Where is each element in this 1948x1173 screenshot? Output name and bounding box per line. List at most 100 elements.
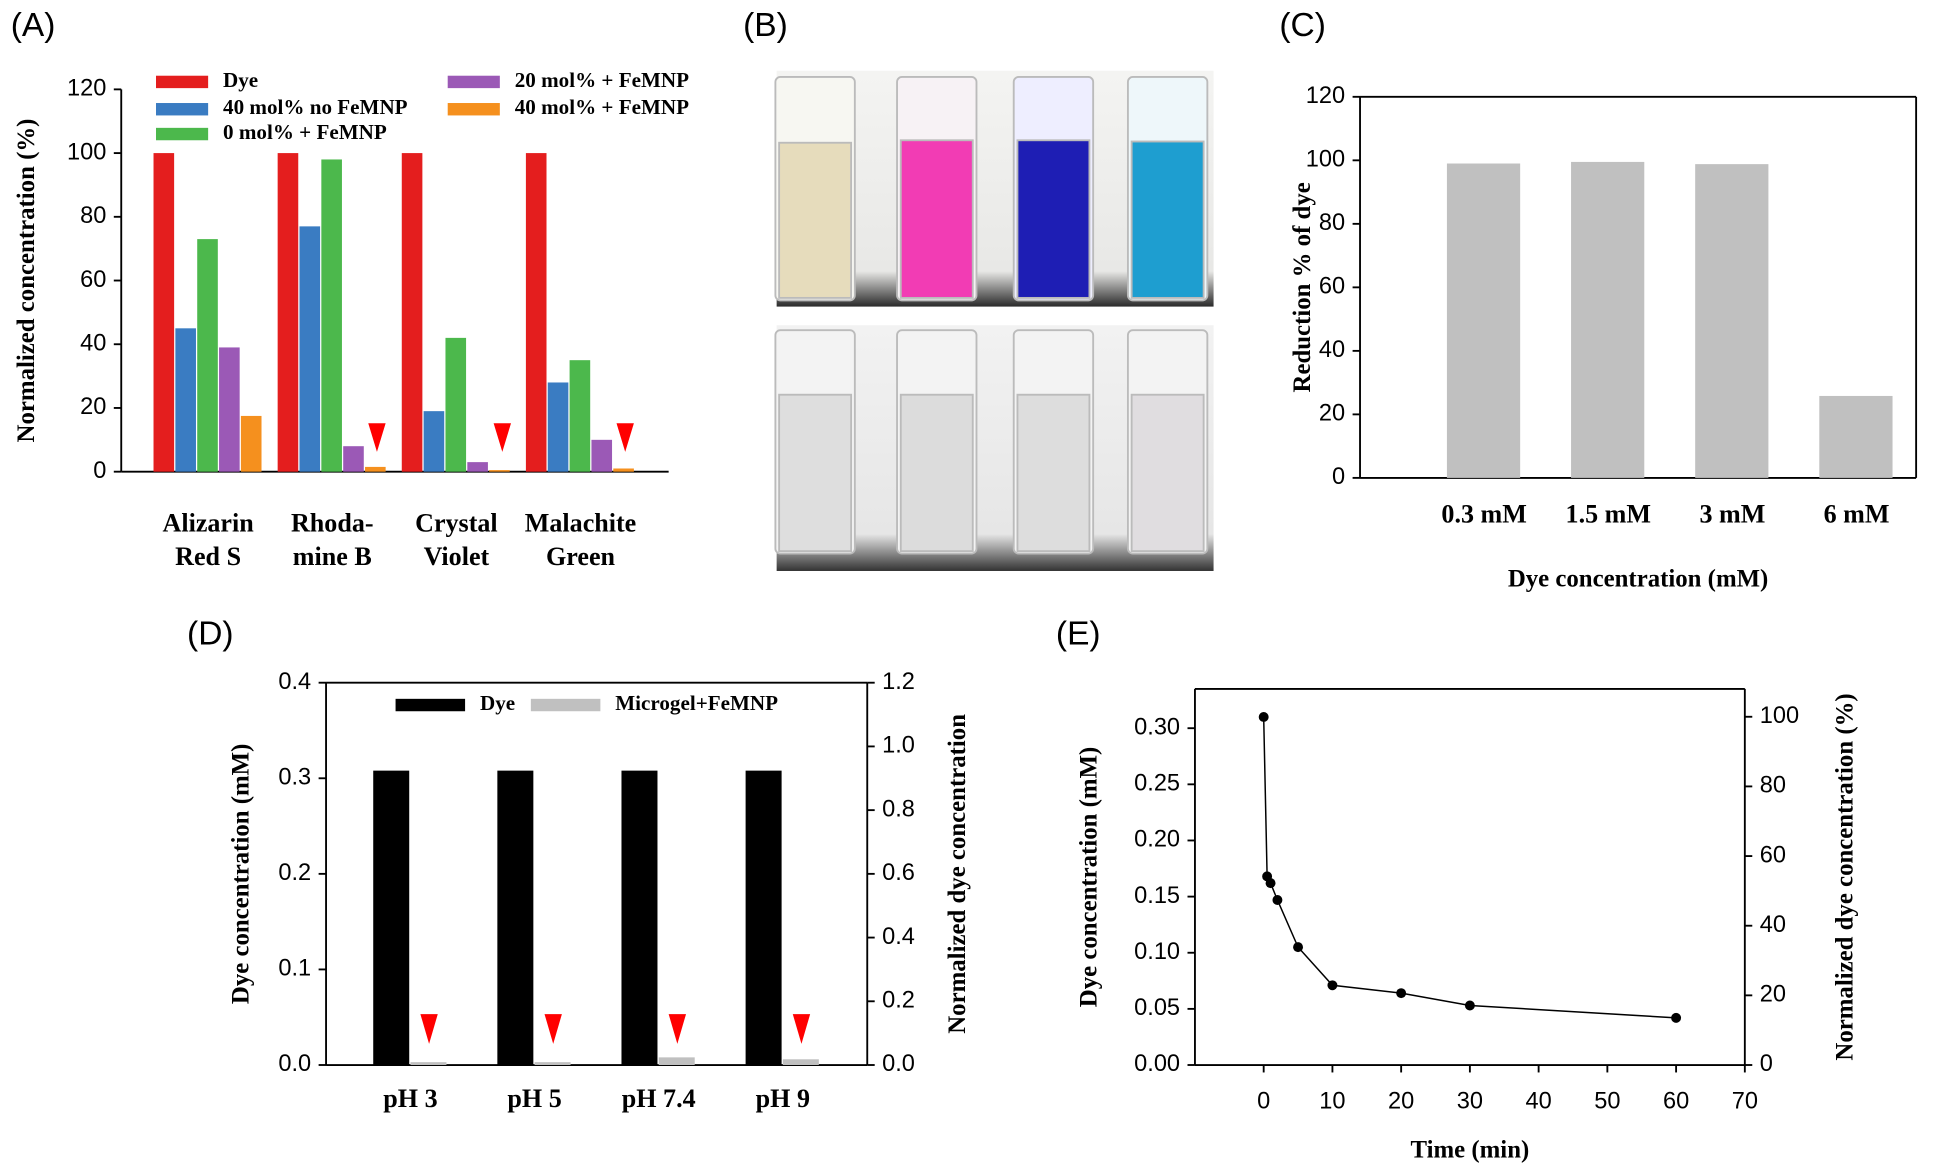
y-tick-label: 0.00	[1134, 1050, 1180, 1076]
y2-tick-label: 1.2	[882, 668, 915, 694]
bar	[445, 337, 467, 472]
y-tick-label: 0	[1332, 463, 1345, 489]
chart: (D) 0.0 0.1 0.2 0.3 0.4 0.0 0.2 0.4 0.6 0.8 1.0 1.2 D…	[187, 615, 971, 1114]
bar	[1819, 395, 1893, 478]
bar	[365, 466, 386, 472]
bar	[321, 159, 342, 472]
y-tick-label: 0.1	[278, 955, 311, 981]
x-tick-label-box: Crystal Violet	[415, 507, 498, 571]
x-tick-label: pH 9	[755, 1083, 810, 1114]
x-tick-label-box: pH 7.4	[621, 1083, 696, 1114]
y-axis-label: Reduction % of dye	[1289, 182, 1316, 392]
bar	[782, 1059, 819, 1066]
point	[1272, 895, 1283, 905]
chart: (C) 0 20 40 60 80 100 120 Reduction % of dye Dye …	[1279, 7, 1918, 593]
legend-swatch	[156, 127, 209, 141]
y2-tick-label: 80	[1760, 772, 1786, 798]
bar	[373, 770, 410, 1066]
y-tick-label: 20	[80, 393, 106, 419]
y-tick-label: 20	[1319, 400, 1345, 426]
bar	[410, 1062, 447, 1066]
panel-label: (C)	[1279, 7, 1326, 44]
bar	[489, 470, 510, 472]
x-tick-label-box: 3 mM	[1699, 499, 1765, 529]
x-tick-label: 50	[1594, 1087, 1620, 1113]
x-tick-label: 6 mM	[1823, 498, 1890, 529]
x-tick-label: 1.5 mM	[1565, 498, 1651, 529]
x-tick-label: 70	[1732, 1087, 1758, 1113]
x-tick-label: pH 5	[507, 1083, 562, 1114]
y-tick-label: 60	[1319, 273, 1345, 299]
legend-label: 20 mol% + FeMNP	[515, 68, 689, 92]
bar	[1446, 163, 1521, 478]
photo: (B)	[743, 7, 1214, 571]
x-tick-label-box: Alizarin Red S	[163, 508, 254, 571]
y-tick-label: 80	[1319, 209, 1345, 235]
panel-label: (B)	[743, 7, 788, 44]
y-tick-label: 0	[93, 457, 106, 483]
y-tick-label: 0.15	[1134, 882, 1180, 908]
bar	[547, 382, 569, 472]
legend-label: Dye	[223, 68, 258, 92]
chart: (A) 0 20 40 60 80 100 120 Normalized concentrati…	[11, 7, 689, 571]
x-tick-label-box: Rhoda- mine B	[290, 507, 374, 571]
legend-label: 40 mol% no FeMNP	[223, 95, 408, 119]
x-tick-label-box: 0.3 mM	[1441, 498, 1527, 529]
x-tick-label: 40	[1526, 1087, 1552, 1113]
bar	[240, 415, 262, 472]
x-axis-label: Dye concentration (mM)	[1508, 566, 1768, 593]
x-tick-label-box: pH 3	[383, 1084, 437, 1114]
legend-label: Dye	[480, 691, 515, 715]
y-tick-label: 0.20	[1134, 826, 1180, 852]
legend-swatch	[156, 75, 209, 89]
bar	[745, 770, 782, 1066]
x-tick-label: Crystal Violet	[415, 507, 498, 571]
line	[1262, 716, 1677, 1019]
point	[1293, 942, 1304, 953]
y-tick-label: 0.25	[1134, 770, 1180, 796]
x-tick-label-box: Malachite Green	[524, 507, 637, 571]
y2-tick-label: 60	[1760, 841, 1786, 867]
point	[1464, 1000, 1475, 1011]
bar	[299, 226, 321, 472]
x-axis-label: Time (min)	[1410, 1137, 1529, 1164]
x-tick-label: 0.3 mM	[1441, 498, 1527, 529]
bar	[277, 153, 299, 472]
y-tick-label: 120	[67, 75, 106, 101]
legend-swatch	[530, 698, 601, 712]
y-tick-label: 80	[80, 202, 106, 228]
x-tick-label: Malachite Green	[524, 507, 637, 571]
y2-tick-label: 40	[1760, 911, 1786, 937]
x-tick-label-box: pH 5	[507, 1083, 562, 1114]
y-tick-label: 0.30	[1134, 713, 1180, 739]
bar	[1695, 164, 1769, 478]
y-axis-label: Normalized concentration (%)	[13, 119, 40, 443]
y-tick-label: 0.4	[278, 668, 311, 694]
bar	[197, 239, 218, 472]
y2-axis-label: Normalized dye concentration (%)	[1831, 693, 1858, 1060]
y-tick-label: 0.3	[278, 764, 311, 790]
y-tick-label: 100	[1306, 146, 1345, 172]
y-tick-label: 0.10	[1134, 938, 1180, 964]
bar	[525, 153, 547, 472]
bar	[219, 347, 240, 472]
y-tick-label: 0.05	[1134, 994, 1180, 1020]
x-tick-label: 30	[1457, 1087, 1483, 1113]
legend-swatch	[447, 103, 500, 116]
y2-tick-label: 1.0	[882, 732, 915, 758]
x-tick-label: Rhoda- mine B	[290, 507, 374, 571]
x-tick-label: 60	[1663, 1087, 1689, 1113]
y-axis-label: Dye concentration (mM)	[228, 744, 255, 1004]
bar	[534, 1062, 571, 1066]
x-tick-label: pH 7.4	[621, 1083, 696, 1114]
y2-tick-label: 0.4	[882, 923, 915, 949]
panel-label: (D)	[187, 615, 234, 652]
bar	[343, 446, 364, 472]
y2-tick-label: 0.0	[882, 1050, 915, 1076]
x-tick-label-box: 1.5 mM	[1565, 498, 1651, 529]
bar	[467, 462, 488, 472]
legend-label: 0 mol% + FeMNP	[223, 120, 387, 144]
y2-tick-label: 0.8	[882, 795, 915, 821]
y2-tick-label: 100	[1760, 702, 1799, 728]
y2-axis-label: Normalized dye concentration	[944, 714, 971, 1034]
